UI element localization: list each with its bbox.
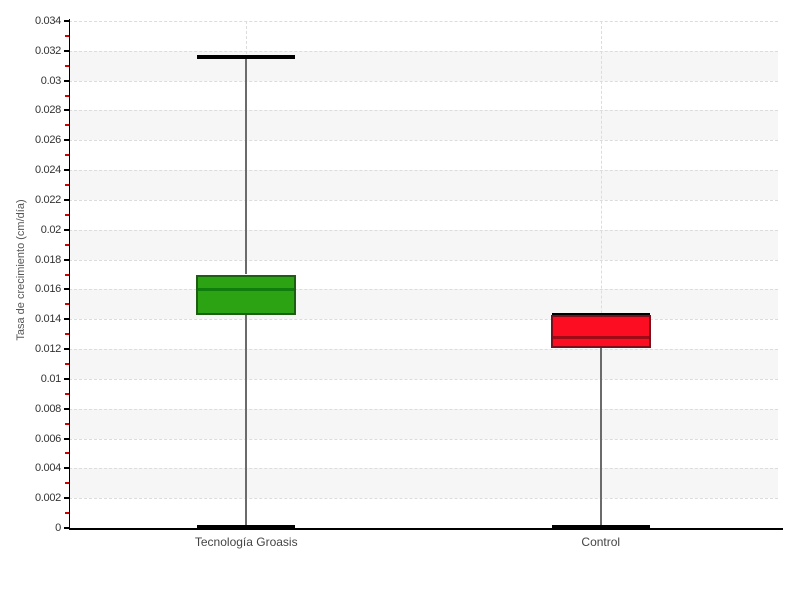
y-minor-tick [65,94,69,97]
y-tick-label: 0.024 [34,164,61,177]
y-minor-tick [65,124,69,127]
y-tick-label: 0.006 [34,432,61,445]
whisker-min-cap [551,524,650,529]
y-tick-label: 0.016 [34,283,61,296]
y-minor-tick [65,273,69,276]
box-groasis [196,274,297,315]
y-major-tick [64,318,69,321]
median-line [552,336,649,340]
y-tick-label: 0.008 [34,402,61,415]
h-gridline [69,50,778,52]
h-gridline [69,110,778,112]
y-tick-label: 0.03 [40,74,62,87]
y-minor-tick [65,303,69,306]
y-tick-label: 0.026 [34,134,61,147]
y-minor-tick [65,213,69,216]
y-tick-label: 0.022 [34,193,61,206]
y-minor-tick [65,184,69,187]
y-major-tick [64,437,69,440]
y-minor-tick [65,333,69,336]
whisker-max-cap [197,54,296,59]
y-tick-label: 0.002 [34,492,61,505]
whisker-lower-stem [599,347,602,527]
y-major-tick [64,198,69,201]
x-category-label: Control [581,535,621,549]
h-gridline [69,349,778,351]
y-major-tick [64,258,69,261]
y-minor-tick [65,243,69,246]
y-major-tick [64,139,69,142]
h-gridline [69,319,778,321]
y-minor-tick [65,392,69,395]
h-gridline [69,438,778,440]
y-tick-label: 0.032 [34,44,61,57]
y-major-tick [64,109,69,112]
median-line [198,288,295,292]
h-gridline [69,259,778,261]
y-minor-tick [65,34,69,37]
y-minor-tick [65,362,69,365]
y-minor-tick [65,422,69,425]
plot-band [69,229,778,260]
h-gridline [69,170,778,172]
h-gridline [69,140,778,142]
y-tick-label: 0.012 [34,343,61,356]
y-tick-label: 0 [55,522,61,534]
plot-band [69,349,778,379]
h-gridline [69,408,778,410]
y-minor-tick [65,452,69,455]
y-axis-line [69,19,70,530]
y-minor-tick [65,512,69,515]
plot-band [69,468,778,499]
whisker-lower-stem [245,314,248,527]
y-tick-label: 0.014 [34,313,61,326]
y-tick-label: 0.02 [40,223,62,236]
plot-band [69,110,778,141]
h-gridline [69,468,778,470]
y-major-tick [64,407,69,410]
whisker-min-cap [197,524,296,529]
h-gridline [69,21,778,22]
h-gridline [69,199,778,201]
h-gridline [69,289,778,291]
v-gridline [600,21,602,528]
y-major-tick [64,20,69,22]
y-major-tick [64,348,69,351]
y-tick-label: 0.028 [34,104,61,117]
y-tick-label: 0.034 [34,15,61,27]
y-major-tick [64,527,69,529]
y-minor-tick [65,64,69,67]
plot-area [69,21,778,529]
plot-band [69,170,778,200]
y-major-tick [64,288,69,291]
y-major-tick [64,228,69,231]
whisker-upper-stem [245,56,248,275]
box-control [550,314,651,348]
y-tick-label: 0.018 [34,253,61,266]
y-major-tick [64,79,69,82]
y-minor-tick [65,482,69,485]
plot-band [69,289,778,320]
plot-band [69,50,778,81]
x-category-label: Tecnología Groasis [194,535,298,549]
y-tick-label: 0.004 [34,462,61,475]
x-axis-line [69,528,783,530]
h-gridline [69,378,778,380]
y-major-tick [64,49,69,52]
plot-band [69,408,778,439]
y-major-tick [64,169,69,172]
y-tick-label: 0.01 [40,372,62,385]
y-major-tick [64,467,69,470]
h-gridline [69,498,778,500]
y-major-tick [64,377,69,380]
h-gridline [69,80,778,82]
h-gridline [69,229,778,231]
y-major-tick [64,497,69,500]
y-minor-tick [65,154,69,157]
